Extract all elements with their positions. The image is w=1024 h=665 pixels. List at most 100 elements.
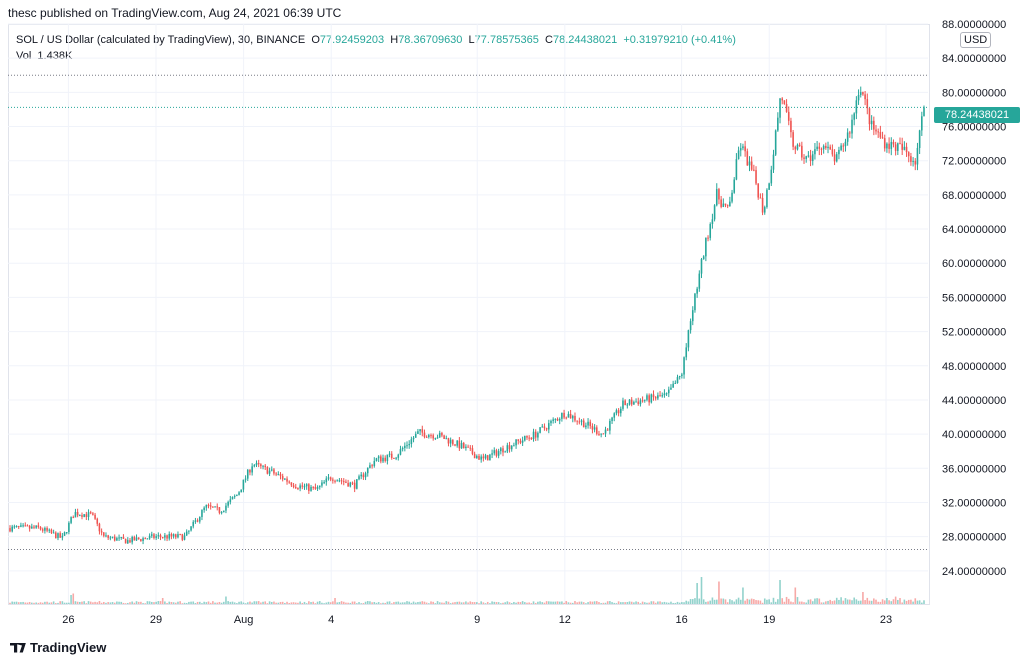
candle-body [196, 520, 199, 522]
volume-bar [172, 602, 175, 604]
candle-body [441, 432, 443, 436]
candle-body [541, 426, 544, 428]
volume-bar [495, 602, 498, 604]
candle-body [811, 154, 814, 162]
volume-bar [20, 602, 22, 604]
candle-body [772, 154, 775, 170]
volume-bar [222, 601, 225, 604]
candle-body [582, 420, 585, 428]
volume-bar [294, 602, 297, 604]
candle-body [923, 107, 925, 117]
candle-body [615, 410, 618, 414]
candle-body [63, 532, 66, 536]
candle-body [244, 478, 247, 480]
candle-body [748, 161, 751, 166]
candle-body [39, 527, 42, 530]
x-tick-label: 9 [474, 614, 480, 626]
volume-bar [137, 601, 140, 604]
candle-body [144, 538, 147, 540]
candle-body [28, 525, 31, 529]
volume-bar [207, 601, 210, 604]
volume-bar [375, 602, 378, 604]
symbol-label[interactable]: SOL / US Dollar (calculated by TradingVi… [16, 34, 306, 46]
candle-body [822, 145, 825, 150]
volume-bar [578, 601, 581, 604]
volume-bar [447, 601, 450, 604]
candle-body [840, 145, 842, 150]
volume-bar [325, 602, 328, 604]
candle-body [602, 433, 605, 435]
volume-bar [380, 603, 382, 604]
candle-body [846, 132, 849, 142]
currency-button[interactable]: USD [960, 32, 992, 48]
volume-bar [220, 602, 223, 604]
candle-body [619, 408, 622, 414]
volume-bar [181, 603, 184, 604]
volume-bar [31, 602, 33, 604]
candle-body [92, 513, 94, 515]
volume-bar [316, 601, 319, 604]
volume-bar [238, 601, 240, 604]
volume-bar [532, 601, 535, 604]
volume-bar [255, 601, 258, 604]
volume-bar [410, 602, 413, 604]
volume-bar [801, 601, 803, 604]
volume-bar [349, 602, 352, 604]
candle-body [550, 420, 552, 424]
volume-bar [905, 600, 908, 604]
volume-bar [890, 601, 893, 604]
y-tick-label: 84.00000000 [942, 53, 1006, 65]
volume-bar [11, 601, 13, 604]
volume-bar [275, 602, 277, 604]
volume-bar [643, 602, 646, 604]
volume-bar [598, 602, 600, 604]
volume-bar [735, 599, 738, 604]
candle-body [351, 482, 354, 484]
candle-body [718, 189, 720, 200]
volume-bar [345, 602, 347, 604]
volume-bar [783, 601, 786, 604]
candle-body [835, 154, 838, 162]
candle-body [770, 169, 773, 184]
volume-bar [870, 600, 873, 604]
candle-body [436, 437, 439, 439]
candle-body [674, 383, 677, 385]
candle-body [20, 525, 22, 527]
candle-body [65, 532, 68, 534]
candle-body [124, 538, 127, 544]
candle-body [207, 504, 210, 506]
candle-body [194, 520, 197, 522]
candle-body [434, 438, 437, 440]
candle-body [452, 439, 454, 445]
candle-body [633, 401, 635, 405]
volume-bar [314, 603, 317, 604]
volume-bar [737, 597, 740, 604]
candle-body [907, 152, 910, 157]
candle-body [626, 404, 629, 406]
high-label: H [390, 34, 399, 46]
candle-body [691, 310, 694, 322]
candle-body [888, 143, 890, 149]
candle-body [170, 533, 173, 537]
tradingview-logo[interactable]: TradingView [10, 640, 106, 655]
volume-bar [476, 602, 478, 604]
volume-bar [796, 597, 799, 604]
candle-body [157, 535, 160, 537]
volume-bar [683, 602, 685, 604]
volume-bar [720, 598, 722, 604]
volume-bar [766, 599, 768, 604]
candle-body [903, 146, 906, 150]
volume-bar [530, 603, 533, 604]
candle-body [563, 412, 565, 418]
candle-body [212, 506, 214, 508]
candle-body [901, 143, 903, 150]
volume-bar [539, 601, 541, 604]
volume-bar [493, 601, 496, 604]
candle-body [755, 170, 757, 184]
volume-bar [37, 602, 40, 604]
volume-bar [781, 598, 784, 604]
volume-bar [177, 601, 179, 604]
volume-label[interactable]: Vol [16, 50, 32, 62]
candle-body [829, 146, 832, 150]
